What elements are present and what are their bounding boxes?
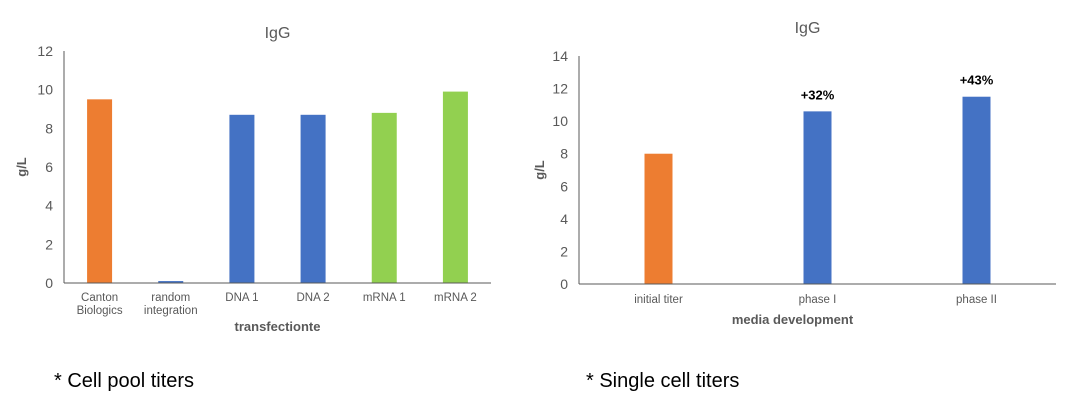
x-tick-label: initial titer [634, 294, 683, 306]
y-tick-label: 12 [552, 81, 568, 97]
y-axis-title: g/L [14, 157, 29, 177]
y-axis-title: g/L [532, 160, 547, 180]
data-label: +32% [801, 87, 835, 102]
data-label: +43% [960, 73, 994, 88]
chart-title: IgG [795, 20, 821, 37]
chart-title: IgG [265, 25, 291, 42]
y-tick-label: 4 [45, 198, 53, 214]
x-tick-label: DNA 1 [225, 292, 258, 304]
y-tick-label: 0 [45, 275, 53, 291]
x-tick-label: Biologics [77, 305, 123, 317]
y-tick-label: 4 [560, 211, 568, 227]
bar [803, 111, 832, 284]
y-tick-label: 6 [45, 159, 53, 175]
bar [87, 99, 113, 283]
y-tick-label: 6 [560, 178, 568, 194]
y-tick-label: 2 [45, 236, 53, 252]
y-tick-label: 8 [45, 120, 53, 136]
x-tick-label: Canton [81, 292, 118, 304]
y-tick-label: 0 [560, 276, 568, 292]
x-tick-label: random [151, 292, 190, 304]
bar [158, 281, 184, 283]
y-tick-label: 12 [37, 43, 53, 59]
x-tick-label: mRNA 1 [363, 292, 406, 304]
y-tick-label: 14 [552, 48, 568, 64]
y-tick-label: 8 [560, 146, 568, 162]
x-tick-label: mRNA 2 [434, 292, 477, 304]
bar [644, 153, 673, 284]
x-tick-label: phase II [956, 294, 997, 306]
caption-cell-pool: * Cell pool titers [54, 370, 195, 392]
bar [371, 112, 397, 283]
x-tick-label: phase I [799, 294, 837, 306]
caption-single-cell: * Single cell titers [586, 370, 740, 392]
y-tick-label: 2 [560, 243, 568, 259]
x-axis-title: media development [732, 312, 854, 327]
y-tick-label: 10 [37, 82, 53, 98]
bar [962, 96, 991, 284]
bar [229, 114, 255, 283]
x-axis-title: transfectionte [235, 319, 321, 334]
y-tick-label: 10 [552, 113, 568, 129]
x-tick-label: integration [144, 305, 198, 317]
bar [442, 91, 468, 283]
bar [300, 114, 326, 283]
x-tick-label: DNA 2 [296, 292, 329, 304]
